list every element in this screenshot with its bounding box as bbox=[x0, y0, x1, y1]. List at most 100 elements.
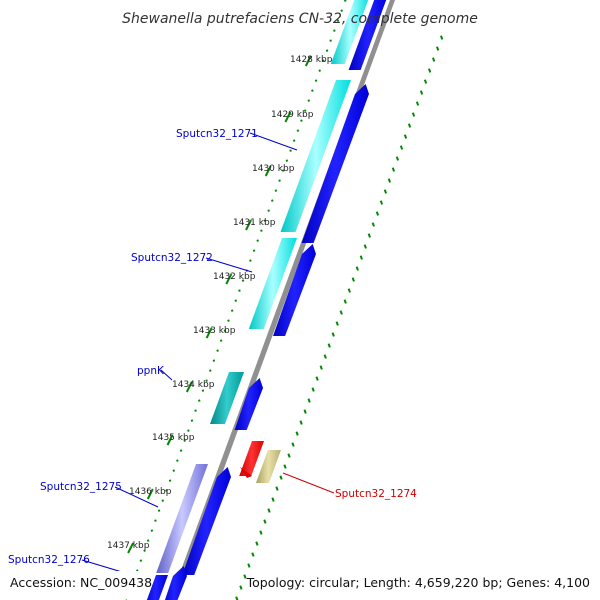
gc-dot bbox=[259, 530, 263, 535]
tick-dot bbox=[292, 139, 296, 142]
gc-dot bbox=[239, 585, 243, 590]
lavender-feature[interactable] bbox=[156, 464, 208, 573]
tick-label: 1435 kbp bbox=[152, 433, 195, 443]
gc-dot bbox=[403, 134, 408, 139]
gc-dot bbox=[435, 46, 440, 51]
tick-dot bbox=[289, 149, 292, 152]
reverse-feature[interactable] bbox=[255, 450, 281, 483]
tick-label: 1436 kbp bbox=[129, 487, 172, 497]
cds-arrow[interactable] bbox=[143, 575, 168, 600]
cds-arrow[interactable] bbox=[162, 566, 187, 600]
tick-dot bbox=[340, 9, 343, 12]
gc-dot bbox=[407, 123, 412, 128]
tick-dot bbox=[267, 209, 270, 212]
tick-dot bbox=[168, 479, 172, 482]
gene-label-sputcn32-1271[interactable]: Sputcn32_1271 bbox=[176, 128, 258, 140]
gc-dot bbox=[428, 68, 432, 73]
gc-dot bbox=[327, 343, 331, 348]
tick-dot bbox=[201, 389, 205, 392]
gc-dot bbox=[391, 167, 396, 172]
tick-label: 1429 kbp bbox=[271, 110, 314, 120]
tick-dot bbox=[300, 119, 303, 122]
tick-dot bbox=[183, 439, 186, 442]
tick-dot bbox=[227, 319, 230, 322]
tick-dot bbox=[325, 49, 329, 52]
teal-feature[interactable] bbox=[210, 372, 244, 424]
gene-label-sputcn32-1272[interactable]: Sputcn32_1272 bbox=[131, 252, 213, 264]
tick-dot bbox=[296, 129, 300, 132]
cyan-feature[interactable] bbox=[330, 0, 370, 64]
gc-dot bbox=[251, 552, 255, 557]
gc-dot bbox=[295, 431, 299, 436]
gc-dot bbox=[319, 365, 323, 370]
tick-dot bbox=[274, 189, 278, 192]
tick-dot bbox=[143, 549, 146, 552]
gene-label-sputcn32-1275[interactable]: Sputcn32_1275 bbox=[40, 481, 122, 493]
tick-dot bbox=[311, 89, 314, 92]
leader-line bbox=[249, 132, 298, 151]
gc-dot bbox=[415, 101, 420, 106]
tick-dot bbox=[281, 169, 285, 172]
gc-dot bbox=[291, 442, 295, 447]
gene-label-sputcn32-1276[interactable]: Sputcn32_1276 bbox=[8, 554, 90, 566]
genome-summary-text: Topology: circular; Length: 4,659,220 bp… bbox=[246, 575, 590, 590]
tick-dot bbox=[161, 499, 165, 502]
gc-dot bbox=[359, 255, 363, 260]
gc-dot bbox=[383, 189, 388, 194]
tick-dot bbox=[197, 399, 201, 402]
footer-bg bbox=[255, 571, 595, 593]
gc-dot bbox=[255, 541, 259, 546]
cds-arrow[interactable] bbox=[348, 0, 388, 70]
tick-label: 1434 kbp bbox=[172, 380, 215, 390]
footer: Accession: NC_009438 Topology: circular;… bbox=[4, 571, 595, 593]
tick-dot bbox=[314, 79, 318, 82]
cds-arrow[interactable] bbox=[182, 467, 231, 575]
tick-dot bbox=[139, 559, 143, 562]
tick-dot bbox=[216, 349, 219, 352]
gene-label-ppnk[interactable]: ppnK bbox=[137, 365, 165, 377]
reverse-cds-arrow-tip bbox=[240, 467, 252, 478]
major-tick bbox=[205, 327, 213, 339]
gc-dot bbox=[440, 35, 444, 40]
major-tick bbox=[166, 434, 174, 446]
cyan-feature[interactable] bbox=[248, 238, 297, 329]
gc-dot bbox=[375, 211, 380, 216]
major-tick bbox=[225, 273, 233, 285]
gc-dot bbox=[331, 332, 335, 337]
gc-dot bbox=[271, 497, 275, 502]
tick-dot bbox=[176, 459, 179, 462]
tick-dot bbox=[238, 289, 241, 292]
tick-label: 1432 kbp bbox=[213, 272, 256, 282]
cyan-feature[interactable] bbox=[280, 80, 351, 232]
tick-label: 1428 kbp bbox=[290, 55, 333, 65]
cds-arrow[interactable] bbox=[273, 244, 316, 336]
reverse-cds-arrow[interactable] bbox=[239, 441, 264, 476]
gc-dot bbox=[315, 376, 319, 381]
tick-dot bbox=[234, 299, 238, 302]
cds-arrow[interactable] bbox=[301, 84, 369, 243]
tick-dot bbox=[252, 249, 256, 252]
gc-dot bbox=[323, 354, 327, 359]
major-tick bbox=[304, 55, 312, 67]
gc-dot bbox=[311, 387, 315, 392]
gc-dot bbox=[423, 79, 428, 84]
major-tick bbox=[127, 542, 134, 554]
gene-labels: Sputcn32_1271 Sputcn32_1272 ppnK Sputcn3… bbox=[8, 128, 417, 579]
cds-arrow[interactable] bbox=[234, 378, 263, 430]
tick-dot bbox=[343, 0, 347, 2]
gc-dot bbox=[263, 519, 267, 524]
tick-dot bbox=[285, 159, 289, 162]
gene-label-sputcn32-1274[interactable]: Sputcn32_1274 bbox=[335, 488, 417, 500]
gc-dot bbox=[343, 299, 347, 304]
leader-line bbox=[114, 486, 159, 508]
tick-dot bbox=[172, 469, 176, 472]
tick-dot bbox=[336, 19, 340, 22]
tick-dot bbox=[303, 109, 307, 112]
tick-label: 1430 kbp bbox=[252, 164, 295, 174]
gc-dot bbox=[347, 288, 351, 293]
gc-dot bbox=[247, 563, 251, 568]
tick-dot bbox=[223, 329, 227, 332]
gc-dot bbox=[399, 145, 404, 150]
major-tick bbox=[185, 381, 193, 393]
